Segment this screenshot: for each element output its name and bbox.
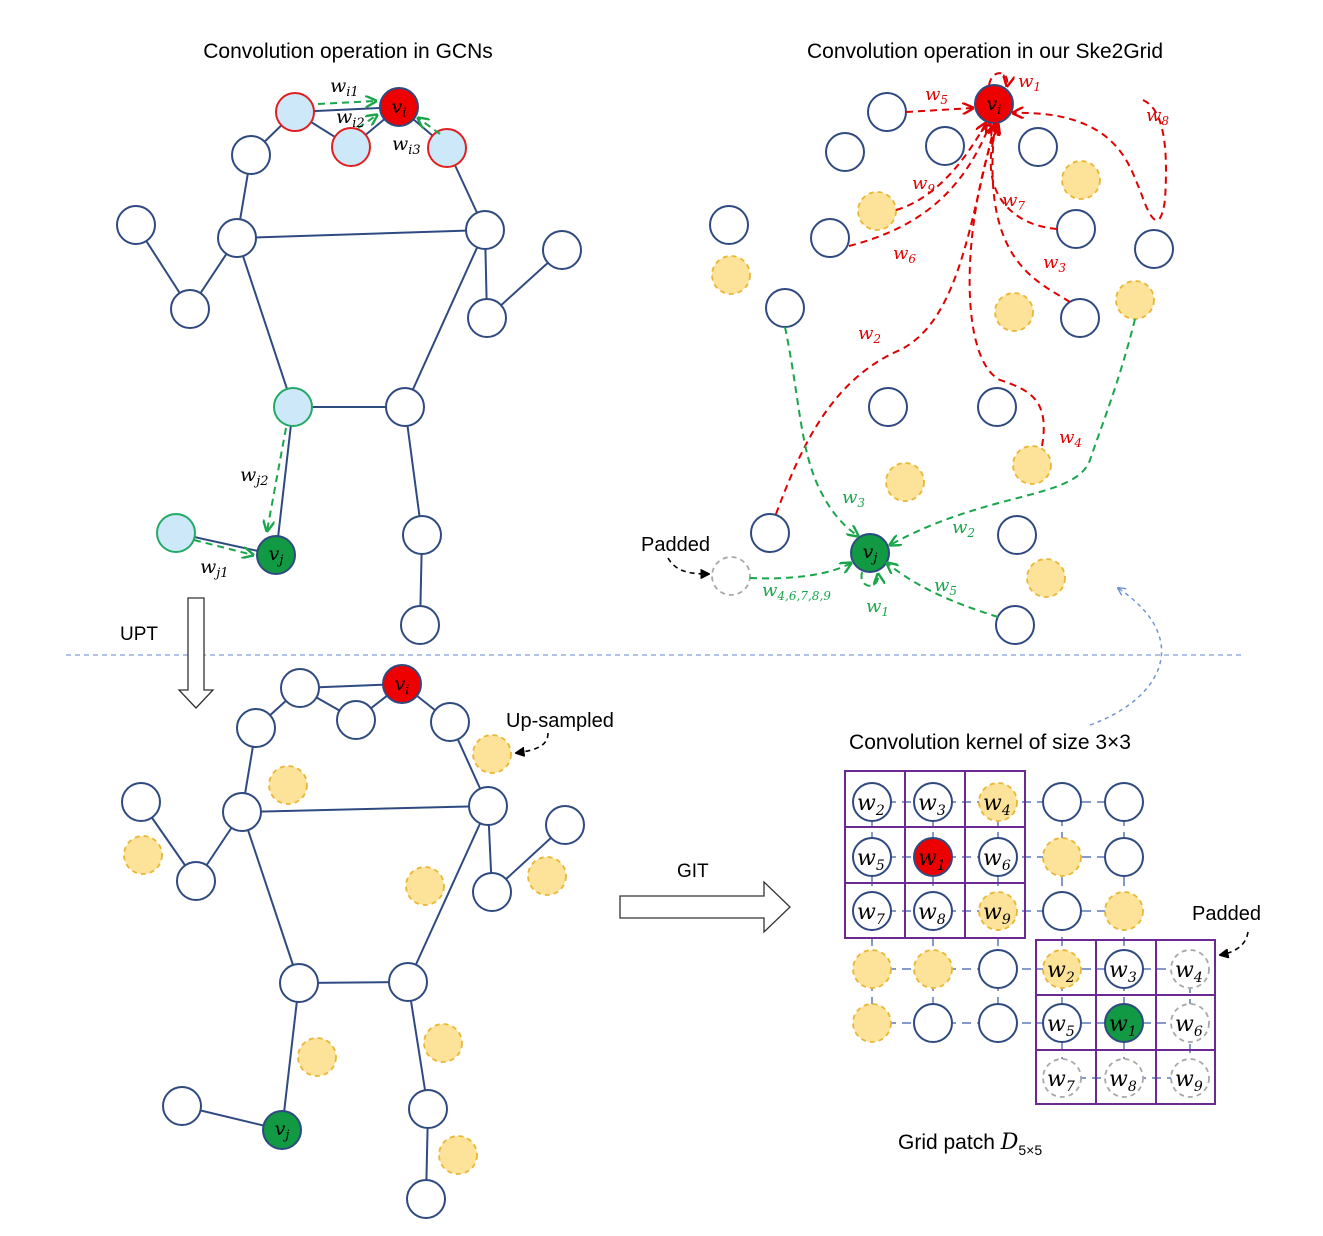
svg-text:w8: w8 xyxy=(918,900,946,928)
upt-arrow xyxy=(177,597,215,709)
green-arrows xyxy=(749,318,1136,618)
gcn-neighbor-node xyxy=(156,513,196,553)
svg-text:w6: w6 xyxy=(1175,1012,1203,1040)
gcn-neighbor-node xyxy=(331,127,371,167)
gcn-neighbor-node xyxy=(275,92,315,132)
gcn-skeleton-nodes xyxy=(116,87,582,645)
upsampled-target-j xyxy=(262,1110,302,1150)
svg-text:w9: w9 xyxy=(1175,1067,1203,1095)
weight-label: wi3 xyxy=(392,133,421,158)
weight-label: wi2 xyxy=(336,106,365,131)
kernel-box-red xyxy=(844,770,1026,939)
grid-target-i xyxy=(913,837,953,877)
weight-label: w3 xyxy=(842,487,865,510)
gcn-node-label-j: vj xyxy=(269,543,284,568)
gcn-title: Convolution operation in GCNs xyxy=(203,40,493,63)
svg-text:w8: w8 xyxy=(1109,1067,1137,1095)
upsampled-label: Up-sampled xyxy=(506,710,614,732)
kernel-box-green xyxy=(1035,939,1216,1105)
ske2grid-title: Convolution operation in our Ske2Grid xyxy=(807,40,1163,63)
svg-text:w3: w3 xyxy=(1109,958,1137,986)
padded-label-top: Padded xyxy=(641,534,710,556)
svg-text:w3: w3 xyxy=(918,791,946,819)
svg-text:w2: w2 xyxy=(1047,958,1075,986)
svg-text:w4: w4 xyxy=(1175,958,1203,986)
weight-label: w6 xyxy=(893,243,916,266)
svg-text:w7: w7 xyxy=(857,900,885,928)
upsampled-target-i xyxy=(382,664,422,704)
upsampled-node-label-i: vi xyxy=(395,673,410,698)
ske2grid-target-j xyxy=(850,533,890,573)
weight-label: wj1 xyxy=(200,556,229,581)
svg-text:w2: w2 xyxy=(857,791,885,819)
ske2grid-node-label-i: vi xyxy=(987,93,1002,118)
weight-label: w1 xyxy=(1018,71,1041,94)
gcn-neighbor-node xyxy=(427,128,467,168)
red-weight-labels: w1 w5 w8 w9 w7 w6 w3 w2 w4 xyxy=(858,71,1169,450)
weight-label: w2 xyxy=(952,517,975,540)
weight-label: w2 xyxy=(858,323,881,346)
svg-text:w1: w1 xyxy=(1109,1012,1137,1040)
git-arrow xyxy=(619,880,791,934)
gcn-target-node-i xyxy=(379,87,419,127)
weight-label: w1 xyxy=(866,596,889,619)
red-arrows xyxy=(775,72,1167,515)
gcn-neighbor-node xyxy=(273,387,313,427)
kernel-weights-green: w2 w3 w4 w5 w1 w6 w7 w8 w9 xyxy=(1047,958,1203,1095)
weight-label: w3 xyxy=(1043,252,1066,275)
padded-label-grid: Padded xyxy=(1192,903,1261,925)
grid-patch-caption: Grid patch D5×5 xyxy=(898,1130,1042,1158)
svg-text:w6: w6 xyxy=(983,846,1011,874)
gcn-target-node-j xyxy=(256,535,296,575)
upsampled-node-label-j: vj xyxy=(275,1118,290,1143)
weight-label: wj2 xyxy=(240,464,269,489)
svg-text:w5: w5 xyxy=(1047,1012,1075,1040)
weight-label: w4 xyxy=(1059,427,1082,450)
weight-label: w5 xyxy=(934,575,957,598)
weight-label: w5 xyxy=(925,84,948,107)
weight-label: wi1 xyxy=(330,75,359,100)
kernel-title: Convolution kernel of size 3×3 xyxy=(849,731,1131,754)
ske2grid-node-label-j: vj xyxy=(863,541,878,566)
weight-label: w7 xyxy=(1002,190,1025,213)
svg-text:w4: w4 xyxy=(983,791,1011,819)
weight-label: w4,6,7,8,9 xyxy=(762,580,831,603)
upt-label: UPT xyxy=(120,624,158,645)
git-label: GIT xyxy=(677,861,709,882)
kernel-weights-red: w2 w3 w4 w5 w1 w6 w7 w8 w9 xyxy=(857,791,1011,928)
ske2grid-nodes xyxy=(709,84,1174,645)
upsampled-skeleton-nodes xyxy=(121,664,585,1219)
weight-label: w8 xyxy=(1146,105,1169,128)
grid-nodes xyxy=(852,782,1210,1098)
gcn-node-label-i: vi xyxy=(392,96,407,121)
svg-text:w7: w7 xyxy=(1047,1067,1075,1095)
svg-text:w1: w1 xyxy=(918,846,946,874)
svg-text:w5: w5 xyxy=(857,846,885,874)
git-to-ske2grid-arrow xyxy=(1089,588,1163,726)
weight-label: w9 xyxy=(912,173,935,196)
gcn-skeleton-edges xyxy=(135,106,563,626)
grid-target-j xyxy=(1104,1003,1144,1043)
svg-text:w9: w9 xyxy=(983,900,1011,928)
